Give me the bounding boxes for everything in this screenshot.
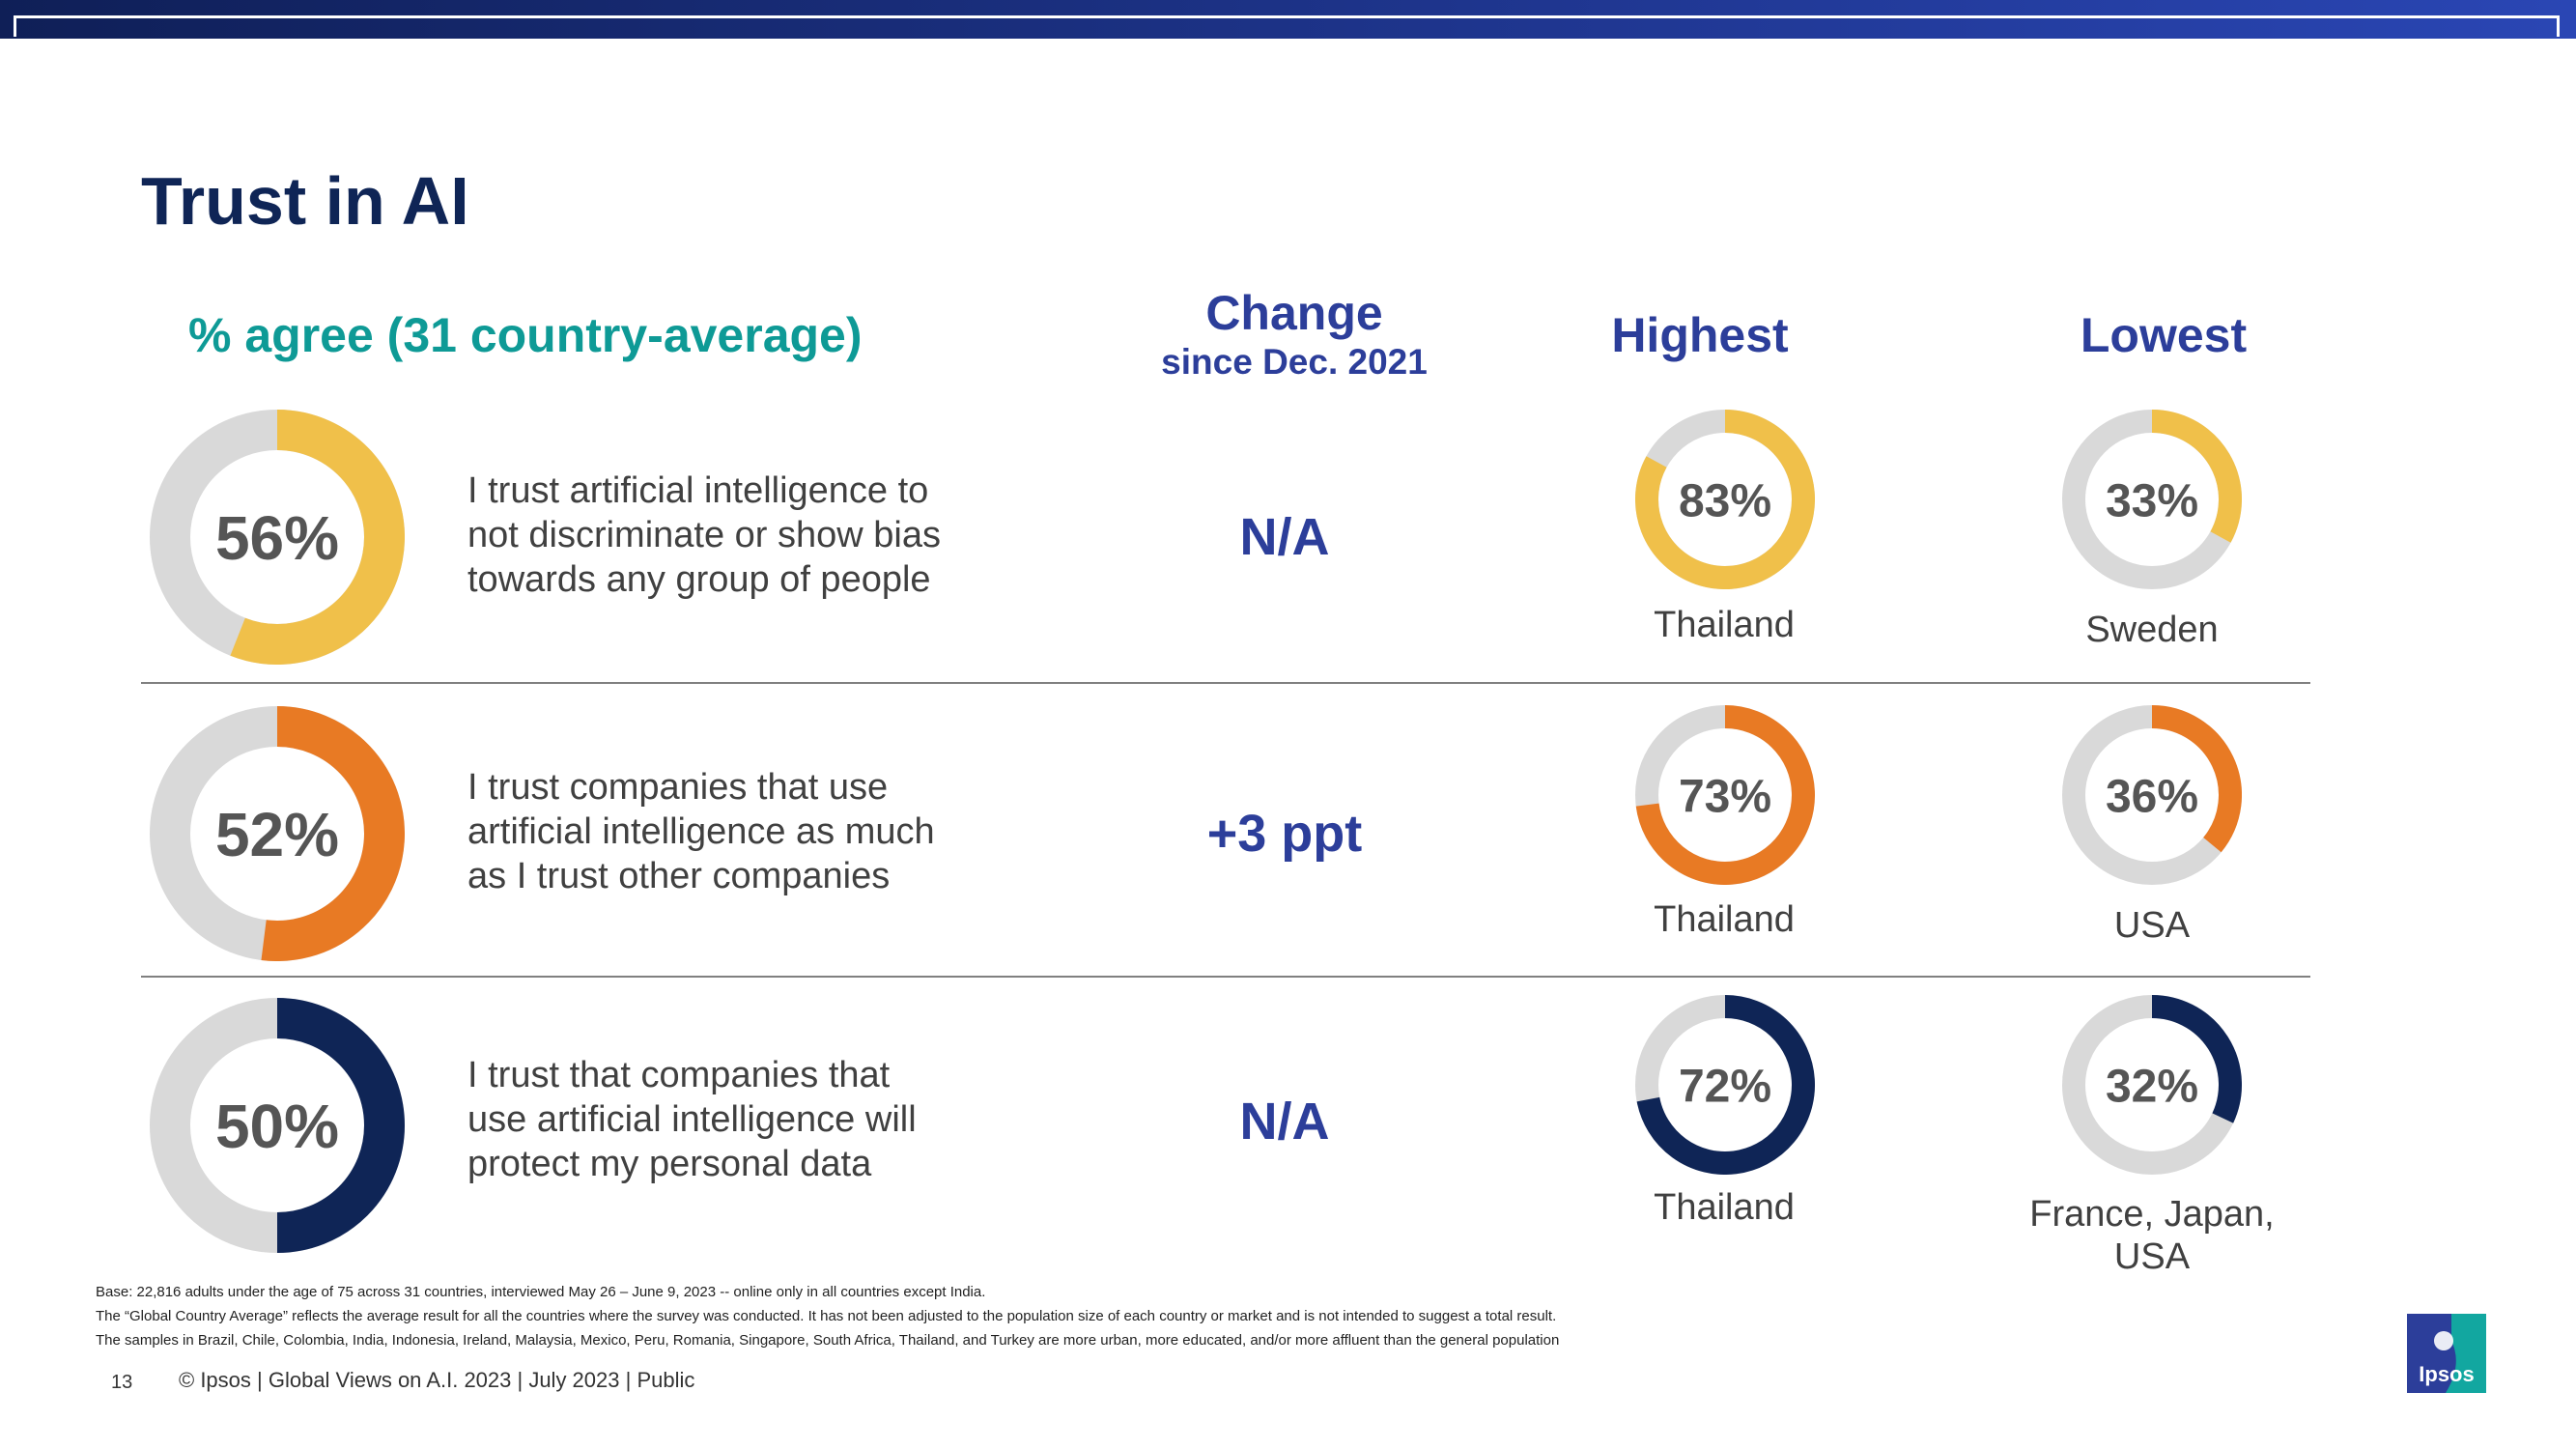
statement-2: I trust companies that use artificial in… [467,765,1008,898]
donut-value-label: 50% [215,1092,339,1161]
footnote-average: The “Global Country Average” reflects th… [96,1308,1557,1324]
top-banner-frame [14,15,2560,37]
donut-value-arc [276,998,405,1253]
country-line: Thailand [1654,605,1795,645]
row-divider [141,682,2310,684]
change-value-1: N/A [1239,508,1330,566]
ipsos-logo: Ipsos [2407,1314,2486,1393]
donut-average-2: 52% [150,706,405,961]
change-value-3: N/A [1239,1093,1330,1151]
donut-value-label: 32% [2106,1061,2198,1112]
donut-value-label: 33% [2106,475,2198,526]
country-line: USA [2113,905,2191,946]
statement-line: towards any group of people [467,559,931,600]
statement-line: I trust companies that use [467,767,889,808]
change-value-2: +3 ppt [1206,805,1363,863]
donut-value-arc [2151,995,2242,1123]
donut-lowest-1: 33% [2062,410,2242,589]
donut-lowest-2: 36% [2062,705,2242,885]
header-highest: Highest [1611,308,1789,362]
statement-line: protect my personal data [467,1144,872,1184]
statement-line: use artificial intelligence will [467,1099,917,1140]
donut-value-arc [230,410,405,665]
donut-value-arc [261,706,405,961]
highest-country-2: Thailand [1531,898,1917,941]
donut-value-label: 73% [1679,771,1771,822]
donut-value-label: 36% [2106,771,2198,822]
donut-highest-1: 83% [1635,410,1815,589]
country-line: France, Japan, [2029,1194,2275,1235]
row-divider [141,976,2310,978]
donut-lowest-3: 32% [2062,995,2242,1175]
statement-1: I trust artificial intelligence to not d… [467,469,1008,602]
donut-average-3: 50% [150,998,405,1253]
footnote-base: Base: 22,816 adults under the age of 75 … [96,1284,986,1300]
page-title: Trust in AI [141,163,469,239]
header-change: Change [1205,286,1383,340]
lowest-country-2: USA [1959,904,2345,947]
top-banner [0,0,2576,39]
country-line: Thailand [1654,899,1795,940]
page-number: 13 [111,1372,133,1393]
donut-value-label: 52% [215,800,339,869]
donut-value-arc [2151,705,2242,853]
statement-line: I trust that companies that [467,1055,891,1095]
country-line: Sweden [2085,610,2219,650]
statement-line: not discriminate or show bias [467,515,941,555]
statement-3: I trust that companies that use artifici… [467,1053,1008,1186]
statement-line: as I trust other companies [467,856,891,896]
donut-value-label: 72% [1679,1061,1771,1112]
donut-value-arc [1635,410,1815,589]
highest-country-3: Thailand [1531,1186,1917,1229]
logo-accent [2446,1314,2486,1393]
donut-average-1: 56% [150,410,405,665]
donut-highest-3: 72% [1635,995,1815,1175]
statement-line: I trust artificial intelligence to [467,470,929,511]
header-change-subtitle: since Dec. 2021 [1161,342,1428,382]
lowest-country-1: Sweden [1959,609,2345,651]
lowest-country-3: France, Japan, USA [1959,1193,2345,1278]
donut-value-arc [1635,705,1815,885]
header-lowest: Lowest [2080,308,2248,362]
donut-value-label: 83% [1679,475,1771,526]
donut-value-label: 56% [215,503,339,573]
copyright: © Ipsos | Global Views on A.I. 2023 | Ju… [179,1368,695,1392]
header-agree: % agree (31 country-average) [188,308,863,362]
country-line: USA [2113,1236,2191,1277]
donut-value-arc [1636,995,1815,1175]
country-line: Thailand [1654,1187,1795,1228]
logo-mark [2434,1331,2453,1350]
footnote-samples: The samples in Brazil, Chile, Colombia, … [96,1332,1560,1349]
highest-country-1: Thailand [1531,604,1917,646]
statement-line: artificial intelligence as much [467,811,935,852]
logo-text: Ipsos [2419,1362,2474,1386]
donut-value-arc [2151,410,2242,543]
donut-highest-2: 73% [1635,705,1815,885]
